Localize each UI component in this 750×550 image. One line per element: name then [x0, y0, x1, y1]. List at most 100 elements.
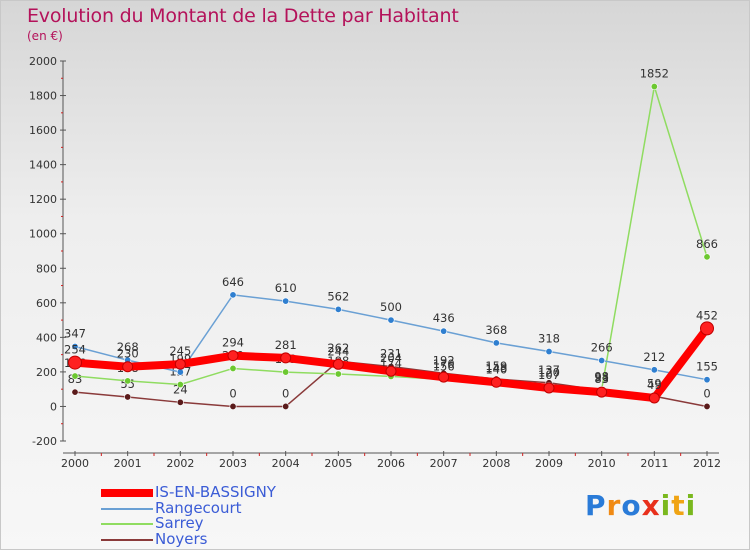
data-label: 610: [275, 281, 297, 295]
data-point: [703, 402, 711, 410]
data-label: 244: [327, 344, 349, 358]
logo-letter: P: [585, 489, 607, 522]
data-point: [650, 83, 658, 91]
data-point: [545, 348, 553, 356]
data-point: [543, 382, 555, 394]
data-point: [334, 305, 342, 313]
data-point: [124, 377, 132, 385]
data-point: [229, 291, 237, 299]
data-point: [385, 365, 397, 377]
data-label: 148: [485, 361, 507, 375]
data-point: [176, 368, 184, 376]
data-label: 231: [380, 347, 402, 361]
y-tick-label: 1800: [29, 90, 57, 103]
data-label: 83: [594, 372, 609, 386]
data-label: 245: [169, 344, 191, 358]
y-tick-label: 400: [36, 331, 57, 344]
data-label: 281: [275, 338, 297, 352]
chart-title: Evolution du Montant de la Dette par Hab…: [27, 5, 459, 27]
data-point: [71, 388, 79, 396]
logo-letter: x: [641, 489, 661, 522]
data-label: 266: [591, 341, 613, 355]
data-point: [280, 352, 292, 364]
logo-letter: t: [671, 489, 686, 522]
y-tick-label: 800: [36, 262, 57, 275]
logo-letter: o: [621, 489, 642, 522]
data-point: [68, 355, 82, 370]
legend-swatch: [101, 489, 153, 497]
data-label: 500: [380, 300, 402, 314]
data-point: [174, 358, 186, 370]
data-point: [703, 253, 711, 261]
legend-swatch: [101, 538, 153, 541]
y-tick-label: 1600: [29, 124, 57, 137]
data-label: 192: [433, 353, 455, 367]
x-tick-label: 2000: [61, 457, 89, 470]
y-tick-label: 600: [36, 297, 57, 310]
x-tick-label: 2007: [430, 457, 458, 470]
data-point: [227, 350, 239, 362]
data-label: 1852: [640, 67, 669, 81]
logo-letter: r: [606, 489, 622, 522]
data-point: [387, 316, 395, 324]
data-label: 268: [117, 340, 139, 354]
data-label: 0: [703, 386, 710, 400]
data-label: 347: [64, 327, 86, 341]
data-point: [122, 361, 134, 373]
data-point: [332, 358, 344, 370]
legend-label: Sarrey: [155, 514, 204, 532]
data-point: [124, 393, 132, 401]
data-label: 24: [173, 382, 188, 396]
data-label: 254: [64, 343, 86, 357]
data-label: 49: [647, 378, 662, 392]
data-label: 318: [538, 332, 560, 346]
data-point: [598, 357, 606, 365]
x-tick-label: 2002: [166, 457, 194, 470]
y-tick-label: -200: [32, 435, 57, 448]
y-tick-label: 1400: [29, 159, 57, 172]
data-label: 436: [433, 311, 455, 325]
data-point: [596, 386, 608, 398]
data-label: 156: [433, 360, 455, 374]
chart-subtitle: (en €): [27, 29, 63, 43]
x-tick-label: 2001: [114, 457, 142, 470]
proxiti-logo: Proxiti: [585, 489, 696, 522]
x-tick-label: 2012: [693, 457, 721, 470]
data-label: 93: [594, 370, 609, 384]
data-label: 368: [485, 323, 507, 337]
data-label: 155: [696, 360, 718, 374]
y-tick-label: 0: [50, 400, 57, 413]
y-tick-label: 2000: [29, 55, 57, 68]
x-tick-label: 2006: [377, 457, 405, 470]
data-point: [176, 381, 184, 389]
data-point: [490, 376, 502, 388]
x-tick-label: 2011: [640, 457, 668, 470]
x-tick-label: 2010: [588, 457, 616, 470]
data-point: [71, 372, 79, 380]
y-tick-label: 200: [36, 366, 57, 379]
legend-swatch: [101, 507, 153, 510]
data-point: [282, 402, 290, 410]
data-label: 107: [538, 368, 560, 382]
data-point: [229, 402, 237, 410]
data-point: [282, 297, 290, 305]
data-point: [71, 343, 79, 351]
data-label: 452: [696, 308, 718, 322]
data-label: 262: [327, 341, 349, 355]
legend-swatch: [101, 523, 153, 525]
data-label: 98: [594, 370, 609, 384]
logo-letter: i: [685, 489, 697, 522]
data-point: [440, 327, 448, 335]
legend-label: Noyers: [155, 529, 208, 548]
data-point: [282, 368, 290, 376]
x-tick-label: 2003: [219, 457, 247, 470]
data-point: [176, 398, 184, 406]
x-tick-label: 2004: [272, 457, 300, 470]
data-label: 170: [433, 357, 455, 371]
data-point: [650, 366, 658, 374]
data-point: [229, 364, 237, 372]
data-point: [492, 339, 500, 347]
data-point: [648, 392, 660, 404]
